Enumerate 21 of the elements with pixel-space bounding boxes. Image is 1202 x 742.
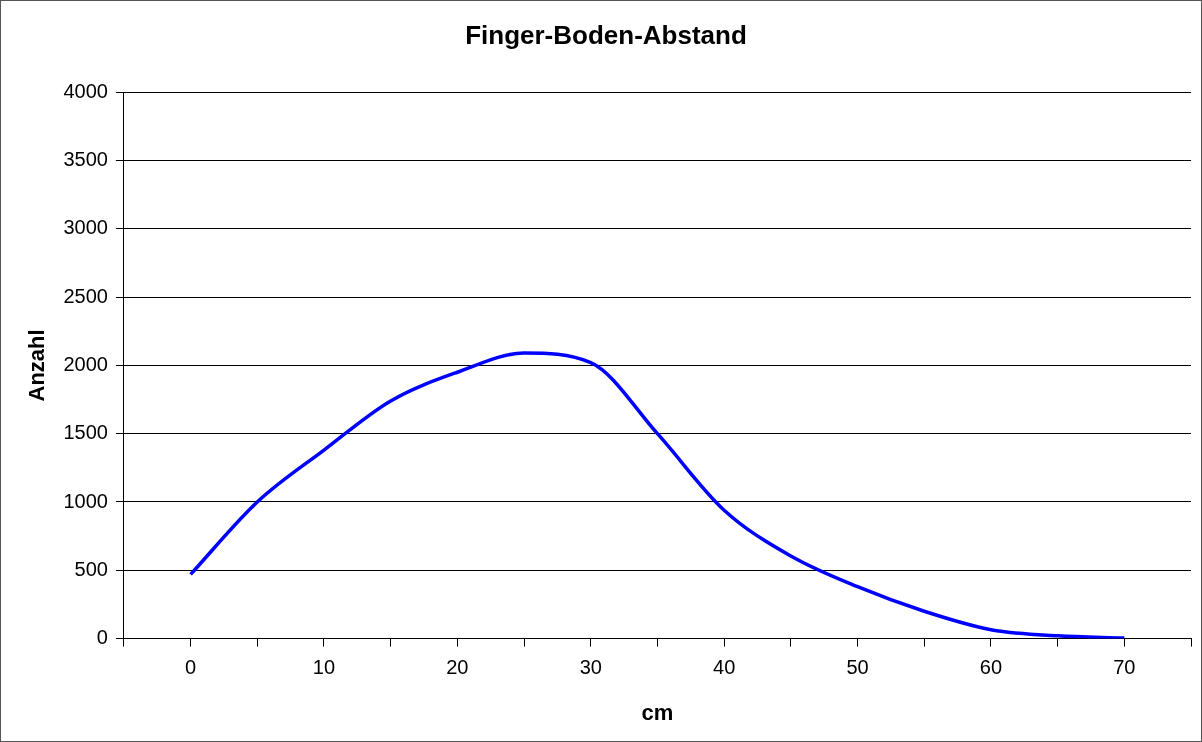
y-tick-label: 2000 — [63, 352, 108, 375]
x-tick-label: 10 — [312, 656, 336, 679]
x-tick-label: 70 — [1113, 656, 1136, 679]
y-tick-label: 3000 — [63, 216, 108, 239]
y-tick-label: 3500 — [63, 148, 108, 171]
chart-title: Finger-Boden-Abstand — [465, 19, 747, 50]
y-tick-label: 1500 — [63, 421, 108, 444]
x-axis-title: cm — [641, 699, 674, 725]
y-axis-title: Anzahl — [24, 329, 50, 402]
y-tick-label: 1000 — [63, 489, 108, 512]
x-tick-label: 30 — [579, 656, 602, 679]
x-tick-label: 50 — [846, 656, 869, 679]
x-tick-label: 60 — [979, 656, 1003, 679]
y-tick-label: 0 — [96, 626, 108, 649]
y-tick-label: 4000 — [63, 79, 108, 102]
y-tick-label: 2500 — [63, 284, 108, 307]
line-series — [188, 351, 1127, 639]
x-tick-label: 40 — [713, 656, 736, 679]
x-tick-label: 0 — [185, 656, 197, 679]
y-tick-label: 500 — [74, 557, 108, 580]
x-tick-label: 20 — [446, 656, 469, 679]
